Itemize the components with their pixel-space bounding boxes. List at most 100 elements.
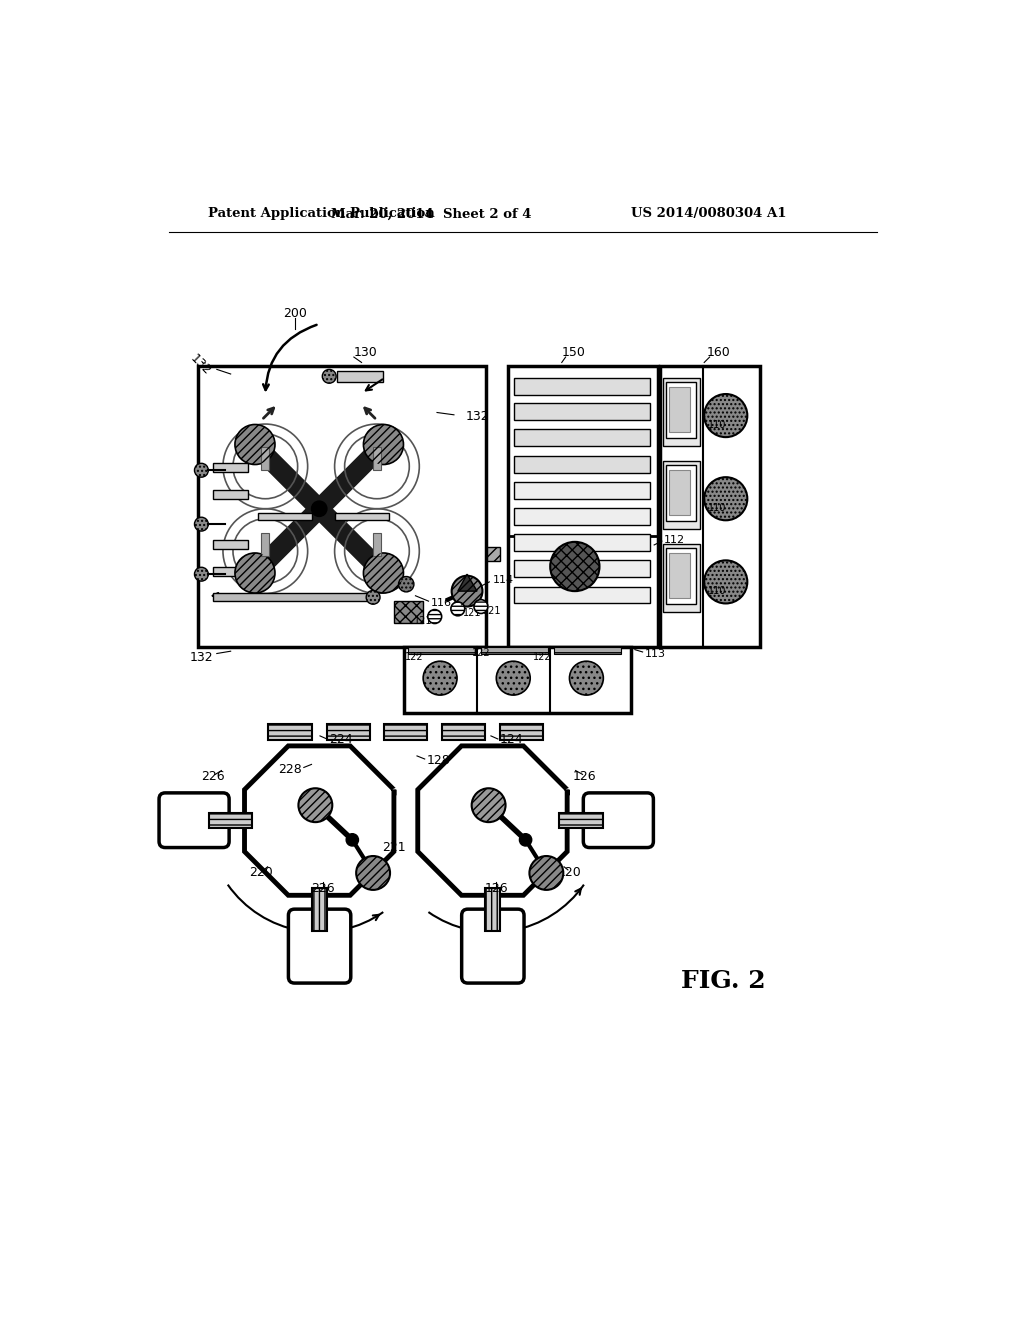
Bar bbox=[213, 490, 248, 499]
Bar bbox=[664, 378, 700, 446]
Text: 200: 200 bbox=[283, 308, 306, 321]
Circle shape bbox=[356, 857, 390, 890]
Polygon shape bbox=[458, 574, 477, 591]
Bar bbox=[514, 404, 650, 420]
Bar bbox=[311, 887, 327, 931]
Bar bbox=[664, 461, 700, 529]
Bar bbox=[664, 544, 700, 612]
Polygon shape bbox=[418, 746, 567, 895]
Bar bbox=[213, 566, 248, 576]
Bar bbox=[667, 548, 695, 605]
Bar bbox=[514, 429, 650, 446]
Circle shape bbox=[705, 561, 748, 603]
Text: 132: 132 bbox=[189, 651, 213, 664]
Bar bbox=[481, 647, 548, 653]
Circle shape bbox=[364, 553, 403, 593]
Text: 122: 122 bbox=[534, 652, 552, 663]
Polygon shape bbox=[245, 746, 394, 895]
Bar bbox=[394, 601, 423, 623]
Bar bbox=[660, 367, 761, 647]
FancyBboxPatch shape bbox=[462, 909, 524, 983]
Bar bbox=[514, 482, 650, 499]
Text: 110: 110 bbox=[708, 420, 726, 430]
Bar bbox=[213, 462, 248, 471]
Text: 120: 120 bbox=[558, 866, 582, 879]
Text: 160: 160 bbox=[707, 346, 730, 359]
Bar bbox=[337, 371, 383, 381]
Text: 226: 226 bbox=[201, 770, 224, 783]
Text: 132: 132 bbox=[466, 409, 489, 422]
Bar bbox=[484, 887, 500, 931]
Bar bbox=[408, 647, 475, 653]
Bar bbox=[514, 455, 650, 473]
Text: FIG. 2: FIG. 2 bbox=[681, 969, 766, 993]
Text: Mar. 20, 2014  Sheet 2 of 4: Mar. 20, 2014 Sheet 2 of 4 bbox=[331, 207, 531, 220]
Circle shape bbox=[569, 661, 603, 696]
Bar bbox=[373, 533, 381, 557]
Bar bbox=[209, 813, 252, 829]
Bar bbox=[261, 447, 269, 470]
Bar bbox=[384, 725, 427, 739]
Bar bbox=[500, 725, 544, 739]
Circle shape bbox=[451, 602, 465, 616]
Text: 221: 221 bbox=[382, 841, 406, 854]
Circle shape bbox=[452, 576, 482, 607]
Circle shape bbox=[195, 517, 208, 531]
Text: 113: 113 bbox=[645, 648, 666, 659]
Bar bbox=[441, 725, 484, 739]
Text: 220: 220 bbox=[250, 866, 273, 879]
Circle shape bbox=[364, 425, 403, 465]
Bar bbox=[559, 813, 602, 829]
Bar bbox=[198, 367, 486, 647]
Circle shape bbox=[497, 661, 530, 696]
Circle shape bbox=[367, 590, 380, 605]
Bar bbox=[431, 548, 500, 561]
Bar bbox=[403, 647, 631, 713]
Text: 130: 130 bbox=[353, 346, 377, 359]
Circle shape bbox=[472, 788, 506, 822]
Circle shape bbox=[474, 599, 487, 614]
Circle shape bbox=[323, 370, 336, 383]
FancyBboxPatch shape bbox=[289, 909, 351, 983]
Circle shape bbox=[705, 395, 748, 437]
Text: US 2014/0080304 A1: US 2014/0080304 A1 bbox=[631, 207, 786, 220]
Bar bbox=[327, 725, 370, 739]
Bar bbox=[669, 387, 690, 432]
Bar bbox=[669, 553, 690, 598]
Text: 116: 116 bbox=[431, 598, 452, 607]
Circle shape bbox=[529, 857, 563, 890]
Bar bbox=[213, 594, 367, 601]
Bar bbox=[514, 560, 650, 577]
Circle shape bbox=[346, 834, 358, 846]
Text: Patent Application Publication: Patent Application Publication bbox=[208, 207, 434, 220]
Text: 126: 126 bbox=[484, 882, 508, 895]
Circle shape bbox=[311, 502, 327, 516]
Text: 150: 150 bbox=[562, 346, 586, 359]
Bar bbox=[213, 540, 248, 549]
Bar bbox=[335, 512, 388, 520]
Text: 121: 121 bbox=[414, 616, 432, 626]
Text: 121: 121 bbox=[483, 606, 502, 616]
Text: 126: 126 bbox=[573, 770, 597, 783]
Text: 128: 128 bbox=[427, 754, 451, 767]
Bar bbox=[261, 533, 269, 557]
FancyBboxPatch shape bbox=[584, 793, 653, 847]
Bar bbox=[667, 381, 695, 438]
Text: 224: 224 bbox=[330, 733, 353, 746]
Circle shape bbox=[705, 478, 748, 520]
Circle shape bbox=[234, 553, 275, 593]
Text: 121: 121 bbox=[463, 609, 481, 619]
Text: 122: 122 bbox=[404, 652, 423, 663]
Circle shape bbox=[234, 425, 275, 465]
Text: 110: 110 bbox=[708, 503, 726, 513]
Bar bbox=[554, 647, 621, 653]
Bar bbox=[268, 725, 311, 739]
Text: 228: 228 bbox=[278, 763, 301, 776]
Bar bbox=[258, 512, 311, 520]
FancyBboxPatch shape bbox=[159, 793, 229, 847]
Text: 110: 110 bbox=[708, 586, 726, 597]
Bar bbox=[669, 470, 690, 515]
Circle shape bbox=[298, 788, 333, 822]
Text: 226: 226 bbox=[311, 882, 335, 895]
Text: 114: 114 bbox=[493, 574, 514, 585]
